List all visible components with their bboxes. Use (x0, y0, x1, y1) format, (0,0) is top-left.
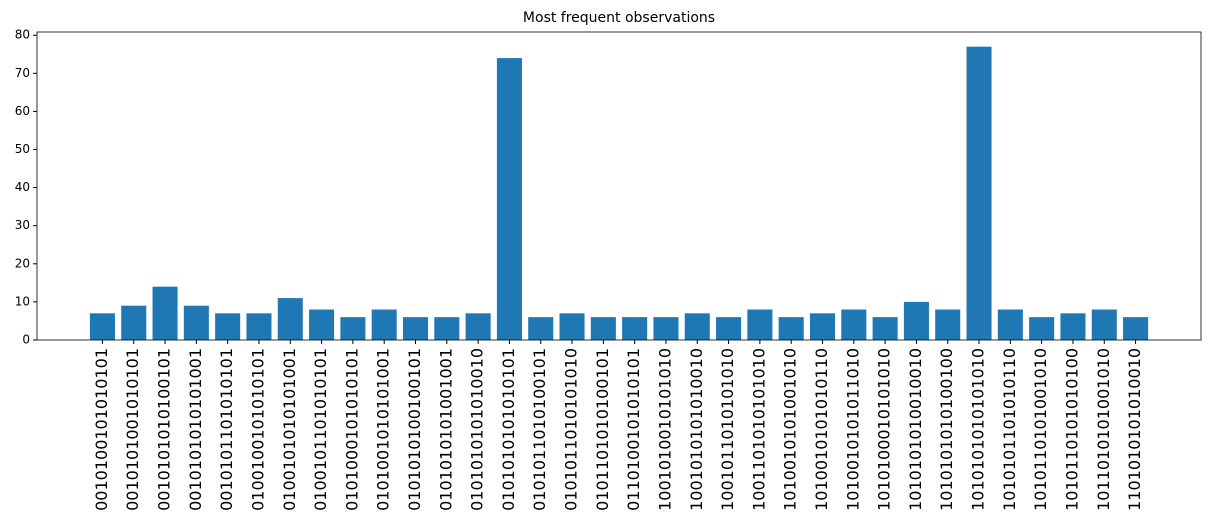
bar (465, 313, 491, 340)
x-tick-label: 1010010101011010 (843, 348, 862, 511)
bar (277, 298, 303, 340)
x-tick-label: 1010110101001010 (1031, 348, 1050, 511)
y-tick-label: 0 (22, 333, 30, 347)
y-tick-label: 70 (15, 66, 30, 80)
y-tick-label: 30 (15, 218, 30, 232)
bar (903, 301, 929, 340)
bar (935, 309, 961, 340)
bar (1123, 317, 1149, 340)
y-tick-label: 50 (15, 142, 30, 156)
x-tick-label: 0101011010101010 (562, 348, 581, 511)
bar (1091, 309, 1117, 340)
bar (89, 313, 115, 340)
bar (183, 305, 209, 340)
bar (841, 309, 867, 340)
x-tick-label: 0101000101010101 (342, 348, 361, 511)
bar (997, 309, 1023, 340)
x-tick-label: 0100101010101001 (280, 348, 299, 511)
x-tick-label: 0010101010101001 (186, 348, 205, 511)
x-tick-label: 1001010101010010 (687, 348, 706, 511)
x-tick-label: 0010101101010101 (217, 348, 236, 511)
bar (121, 305, 147, 340)
x-tick-label: 1010100010101010 (875, 348, 894, 511)
y-tick-label: 20 (15, 256, 30, 270)
x-tick-label: 0101010101001001 (436, 348, 455, 511)
chart-title: Most frequent observations (523, 10, 715, 26)
y-tick-label: 80 (15, 28, 30, 42)
x-tick-label: 0110100101010101 (624, 348, 643, 511)
bar (371, 309, 397, 340)
x-tick-label: 0010101001010101 (123, 348, 142, 511)
bar (684, 313, 710, 340)
x-tick-label: 1001011010101010 (718, 348, 737, 511)
bar (559, 313, 585, 340)
x-tick-label: 1010010101001010 (781, 348, 800, 511)
y-tick-label: 40 (15, 180, 30, 194)
bar (778, 317, 804, 340)
bar (246, 313, 272, 340)
x-tick-label: 1010101010101010 (969, 348, 988, 511)
bar (496, 58, 522, 340)
x-tick-label: 0010101010100101 (155, 348, 174, 511)
x-tick-label: 0100101101010101 (311, 348, 330, 511)
bar (340, 317, 366, 340)
bar (309, 309, 335, 340)
bar (1029, 317, 1055, 340)
bar (653, 317, 679, 340)
x-tick-label: 1001010010101010 (655, 348, 674, 511)
bar (747, 309, 773, 340)
x-tick-label: 0101010100100101 (405, 348, 424, 511)
x-tick-label: 0101001010101001 (374, 348, 393, 511)
bar (1060, 313, 1086, 340)
bar (872, 317, 898, 340)
x-tick-label: 0010100101010101 (92, 348, 111, 511)
plot-frame (36, 31, 1202, 341)
bar (152, 286, 178, 340)
x-tick-label: 1101010101010010 (1125, 348, 1144, 511)
bar (528, 317, 554, 340)
x-tick-label: 1010101010100100 (937, 348, 956, 511)
x-tick-label: 1001101010101010 (749, 348, 768, 511)
x-tick-label: 0101011010100101 (530, 348, 549, 511)
x-tick-label: 0101101010100101 (593, 348, 612, 511)
bar (716, 317, 742, 340)
x-tick-label: 0101010101010010 (468, 348, 487, 511)
y-tick-label: 10 (15, 294, 30, 308)
bar (402, 317, 429, 340)
bar (809, 313, 836, 340)
x-tick-label: 1010101010010010 (906, 348, 925, 511)
x-tick-label: 0101010101010101 (499, 348, 518, 511)
x-tick-label: 1010010101010110 (812, 348, 831, 511)
bar (215, 313, 241, 340)
x-tick-label: 0100100101010101 (248, 348, 267, 511)
x-tick-label: 1011010101001010 (1094, 348, 1113, 511)
y-tick-label: 60 (15, 104, 30, 118)
bar (622, 317, 648, 340)
bar (966, 46, 992, 341)
x-tick-label: 1010101101010110 (1000, 348, 1019, 511)
bar (590, 317, 616, 340)
x-tick-label: 1010110101010100 (1062, 348, 1081, 511)
bar (434, 317, 460, 340)
